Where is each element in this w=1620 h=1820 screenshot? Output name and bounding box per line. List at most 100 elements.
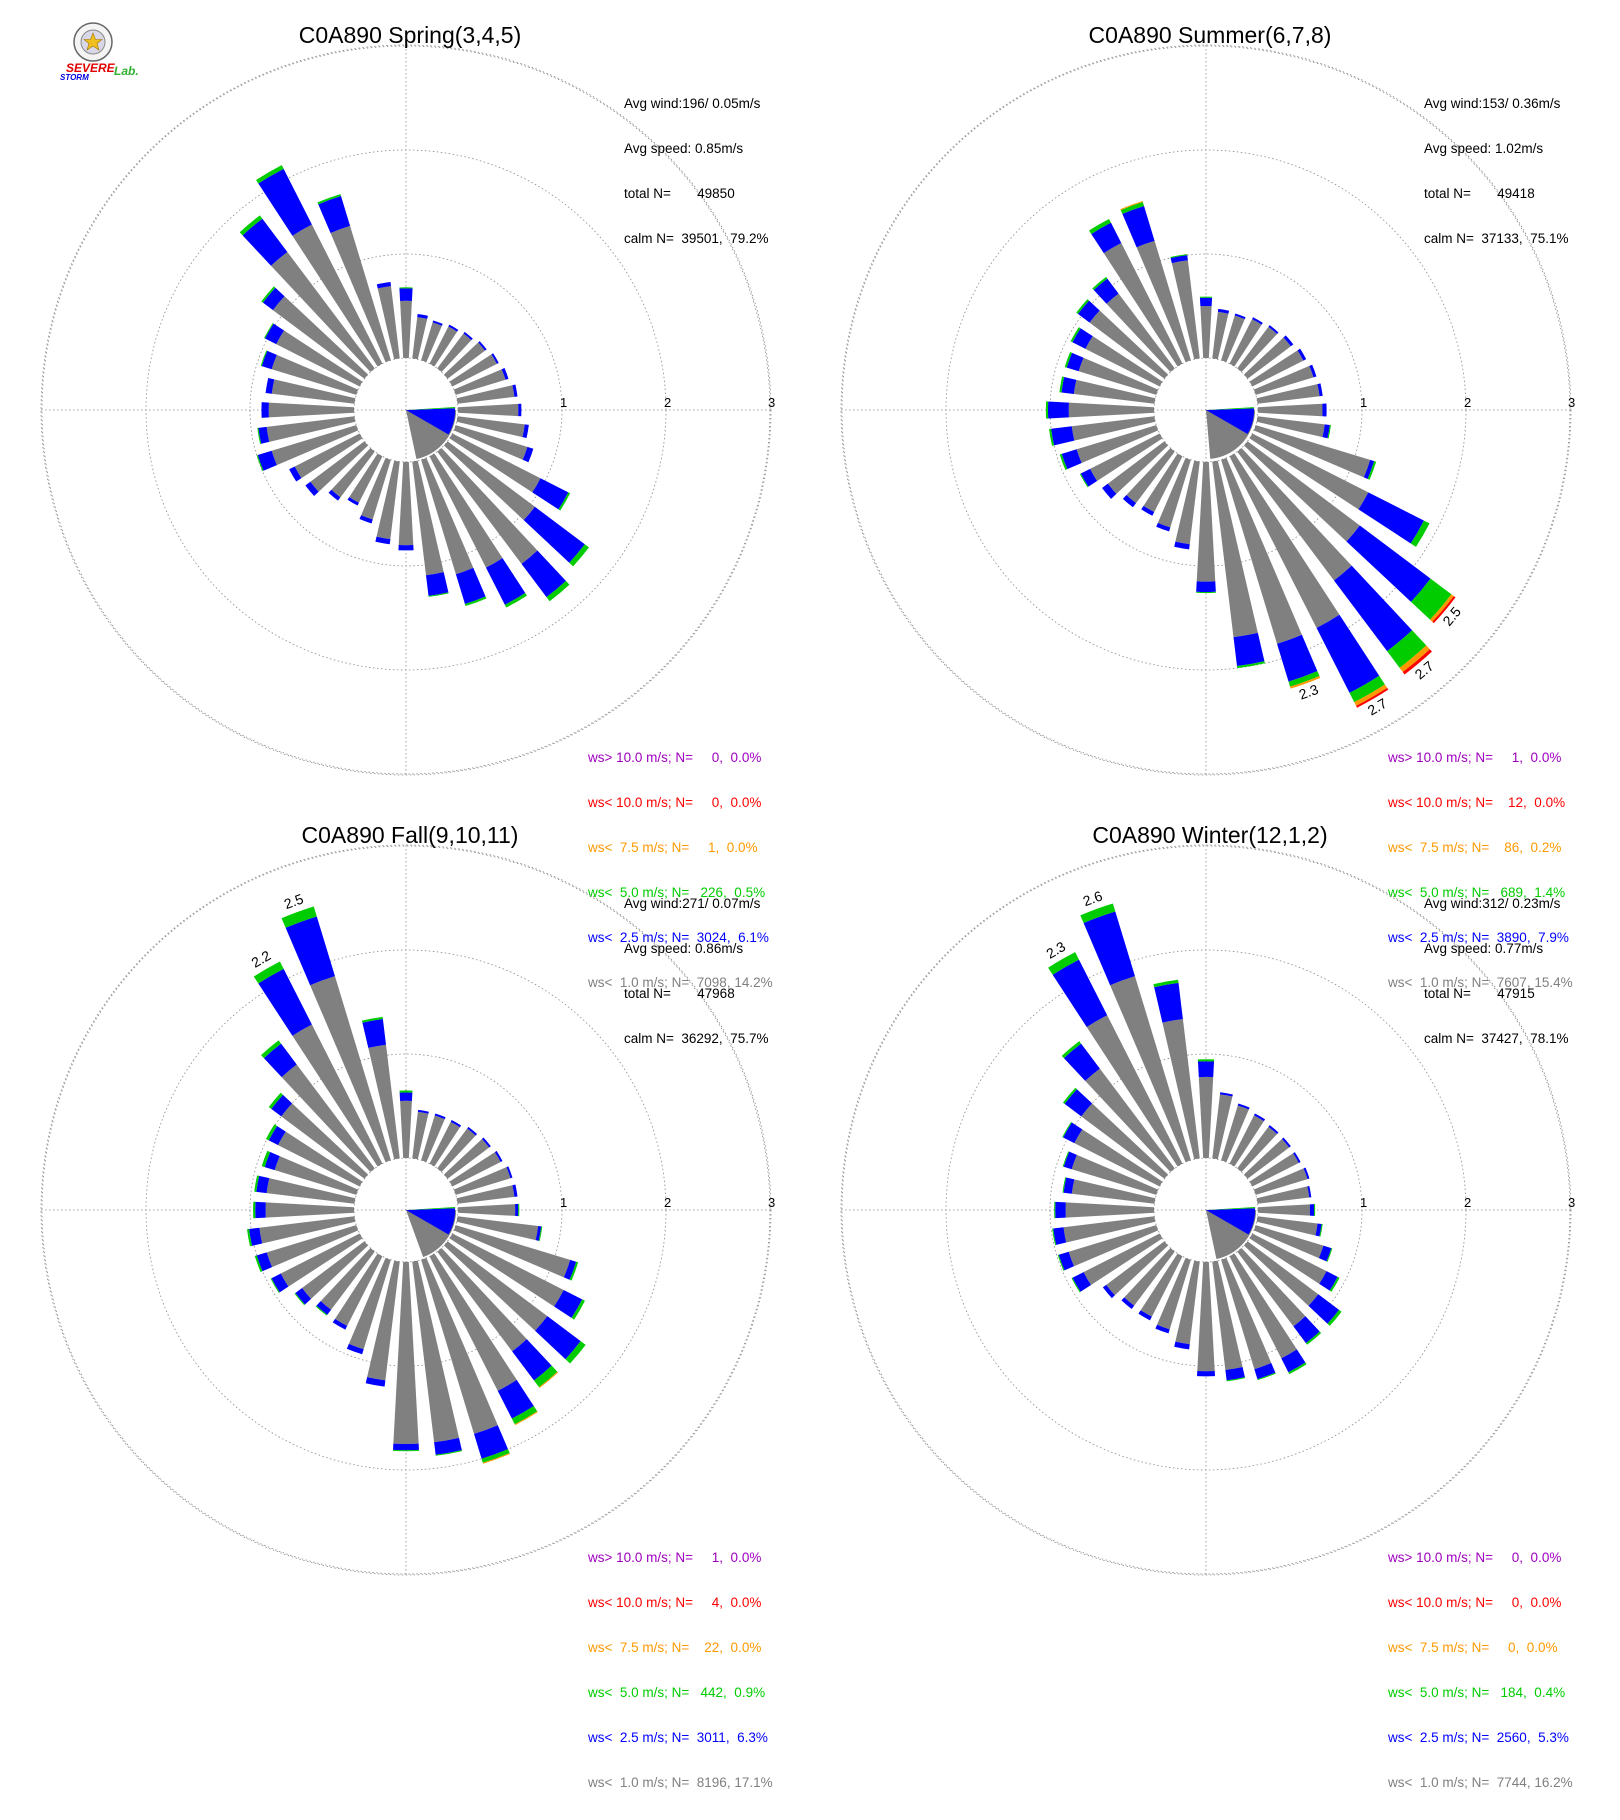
bar-segment-lt5 [428,592,449,597]
bar-segment-lt2_5 [1309,364,1317,378]
bar-segment-lt1 [1229,1115,1264,1167]
rose-bar [1155,1257,1191,1334]
bar-segment-lt2_5 [255,1201,266,1219]
rose-bar [1229,1113,1266,1167]
rose-bar [456,416,529,439]
ring-label: 3 [768,1195,775,1210]
rose-bar [1102,1241,1169,1299]
bar-segment-lt5 [1153,979,1179,988]
bar-segment-lt2_5 [1253,1113,1266,1122]
fall-stats: Avg wind:271/ 0.07m/s Avg speed: 0.86m/s… [624,866,768,1076]
rose-bar [1196,461,1216,594]
rose-bar [456,1184,518,1204]
bar-segment-lt1 [1237,1247,1306,1327]
bar-segment-lt2_5 [263,1043,297,1078]
bar-segment-lt5 [1059,453,1068,470]
rose-bar [265,1124,363,1187]
bar-segment-lt1 [377,286,400,360]
bar-segment-lt1 [412,460,444,576]
stat-line: Avg speed: 0.85m/s [624,141,744,156]
bar-segment-lt1 [1253,365,1314,395]
spring-panel: 1 2 3 C0A890 Spring(3,4,5) Avg wind:196/ 0… [10,0,810,990]
bar-segment-lt5 [1076,299,1090,314]
bar-segment-lt2_5 [1064,1089,1093,1117]
bar-segment-lt5 [1061,1041,1082,1059]
bar-segment-lt1 [1086,1015,1183,1167]
stat-line: total N= 49850 [624,186,735,201]
bar-segment-lt2_5 [506,1166,513,1179]
rose-bar [261,402,355,418]
ring-label: 2 [1464,395,1471,410]
bar-segment-lt2_5 [1138,1310,1152,1321]
bar-segment-lt5 [1071,1277,1081,1293]
stat-line: total N= 49418 [1424,186,1535,201]
rose-bar [1052,1216,1156,1246]
rose-bar [437,1247,559,1388]
bar-segment-lt2_5 [1268,325,1279,335]
bar-segment-lt2_5 [1052,959,1108,1028]
bar-segment-lt1 [361,457,391,520]
bar-segment-lt7_5 [1354,684,1388,706]
rose-bar [453,367,509,395]
stat-line: Avg speed: 0.86m/s [624,941,744,956]
bar-segment-lt1 [1257,403,1323,417]
rose-bar [1199,296,1213,359]
rose-bar [1257,403,1327,417]
bar-segment-lt5 [247,1228,253,1247]
bar-segment-lt2_5 [268,1125,286,1146]
bar-segment-lt2_5 [1283,335,1294,347]
stat-line: Avg speed: 0.77m/s [1424,941,1544,956]
legend-entry: ws< 5.0 m/s; N= 689, 1.4% [1388,885,1566,900]
legend-entry: ws< 10.0 m/s; N= 0, 0.0% [1388,1595,1562,1610]
bar-segment-lt5 [260,350,268,367]
bar-segment-lt2_5 [501,367,509,380]
outer-ring [40,844,772,1576]
summer-title: C0A890 Summer(6,7,8) [1088,22,1332,48]
bar-segment-lt2_5 [1277,634,1318,682]
bar-segment-lt1 [1197,1261,1215,1372]
bar-segment-lt1 [437,1247,527,1352]
bar-segment-lt2_5 [1281,1137,1291,1148]
bar-segment-lt5 [1080,903,1116,924]
rose-bar [1243,1241,1342,1326]
rose-bar [1059,376,1156,404]
rose-bar [261,1150,359,1195]
bar-segment-lt2_5 [450,1120,462,1128]
bar-segment-lt1 [429,453,503,568]
bar-value-label: 2.5 [282,890,306,912]
bar-segment-lt5 [261,1150,271,1168]
rose-bar [1237,447,1432,675]
bar-segment-lt5 [1197,1059,1215,1062]
bar-segment-lt2_5 [1058,1251,1074,1271]
bar-segment-lt2_5 [295,1288,312,1305]
calm-pie-slice-green [1206,407,1255,410]
rose-bar [437,1126,478,1173]
bar-segment-lt2_5 [1072,328,1093,349]
rose-bar [443,441,589,567]
bar-segment-lt2_5 [1268,1125,1279,1135]
legend-entry: ws< 1.0 m/s; N= 7098, 14.2% [588,975,773,990]
rose-bar [457,403,522,417]
bar-segment-lt5 [1196,591,1216,594]
rose-bar [1237,1125,1279,1173]
bar-segment-lt1 [1256,384,1320,404]
wind-rose-figure: SEVERE STORM Lab. 1 2 3 C0A890 Spring(3,4,… [10,0,1575,1790]
bar-segment-lt1 [456,385,515,404]
rose-bar [1057,1225,1159,1271]
bar-segment-lt2_5 [1363,459,1375,479]
legend-entry: ws< 2.5 m/s; N= 3024, 6.1% [588,930,769,945]
bar-segment-lt1 [1071,416,1156,441]
bar-segment-lt1 [1157,457,1191,528]
bar-segment-lt1 [1124,1247,1175,1306]
bar-segment-lt5 [315,1305,328,1316]
bar-segment-lt1 [1143,453,1183,513]
bar-segment-lt1 [280,1233,363,1287]
bar-segment-lt2_5 [1174,541,1190,550]
bar-segment-lt1 [421,322,442,363]
rose-bar [281,906,391,1163]
bar-segment-lt2_5 [264,1152,280,1171]
rose-bar [254,1175,356,1204]
bar-segment-lt1 [449,1233,564,1307]
rose-bar [456,1216,543,1242]
bar-segment-lt1 [1071,1179,1156,1204]
